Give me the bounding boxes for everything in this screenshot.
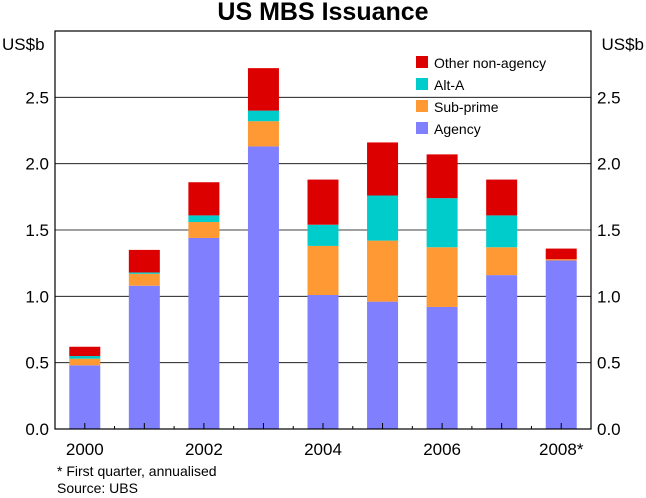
- legend-swatch-sub-prime: [416, 100, 428, 112]
- chart-title: US MBS Issuance: [217, 0, 428, 26]
- x-tick-label: 2008*: [539, 440, 584, 459]
- x-tick-label: 2002: [185, 440, 223, 459]
- bar-other-non-agency-2007: [486, 179, 518, 216]
- bar-alt-a-2007: [486, 215, 518, 248]
- bar-other-non-agency-2000: [69, 346, 101, 357]
- x-tick-label: 2004: [304, 440, 342, 459]
- y-axis-label-right: US$b: [601, 35, 644, 54]
- y-tick-label-left: 1.0: [25, 287, 49, 306]
- bar-sub-prime-2008: [545, 259, 577, 261]
- y-tick-label-right: 1.5: [597, 221, 621, 240]
- legend-label-sub-prime: Sub-prime: [434, 99, 499, 115]
- source-note: Source: UBS: [57, 480, 138, 496]
- legend-swatch-agency: [416, 122, 428, 134]
- bar-agency-2008: [545, 260, 577, 429]
- bar-sub-prime-2005: [367, 240, 399, 302]
- bar-agency-2005: [367, 301, 399, 429]
- bar-sub-prime-2004: [307, 245, 339, 296]
- y-tick-label-right: 1.0: [597, 287, 621, 306]
- bar-sub-prime-2002: [188, 222, 220, 238]
- footnote: * First quarter, annualised: [57, 463, 217, 479]
- y-tick-label-left: 1.5: [25, 221, 49, 240]
- y-tick-label-left: 2.0: [25, 155, 49, 174]
- y-tick-label-left: 0.0: [25, 420, 49, 439]
- y-axis-label-left: US$b: [2, 35, 45, 54]
- bar-sub-prime-2001: [128, 273, 160, 286]
- bar-agency-2000: [69, 365, 101, 429]
- bar-other-non-agency-2006: [426, 154, 458, 199]
- x-tick-label: 2000: [66, 440, 104, 459]
- y-tick-label-right: 2.0: [597, 155, 621, 174]
- bar-agency-2001: [128, 285, 160, 429]
- bar-alt-a-2005: [367, 195, 399, 241]
- bar-agency-2003: [247, 146, 279, 430]
- bar-alt-a-2000: [69, 356, 101, 359]
- y-tick-label-left: 2.5: [25, 88, 49, 107]
- legend-label-alt-a: Alt-A: [434, 77, 465, 93]
- bar-other-non-agency-2003: [247, 68, 279, 111]
- bar-other-non-agency-2002: [188, 182, 220, 216]
- x-tick-label: 2006: [423, 440, 461, 459]
- bar-other-non-agency-2005: [367, 142, 399, 196]
- legend-swatch-alt-a: [416, 78, 428, 90]
- bar-sub-prime-2006: [426, 247, 458, 307]
- legend-swatch-other-non-agency: [416, 56, 428, 68]
- bar-agency-2002: [188, 237, 220, 429]
- bar-alt-a-2006: [426, 198, 458, 248]
- bar-other-non-agency-2004: [307, 179, 339, 225]
- bar-sub-prime-2007: [486, 247, 518, 276]
- bar-agency-2004: [307, 295, 339, 429]
- bar-alt-a-2002: [188, 215, 220, 223]
- y-tick-label-right: 0.0: [597, 420, 621, 439]
- legend-label-agency: Agency: [434, 121, 481, 137]
- bar-sub-prime-2003: [247, 121, 279, 147]
- y-tick-label-left: 0.5: [25, 354, 49, 373]
- bar-other-non-agency-2008: [545, 248, 577, 260]
- y-tick-label-right: 2.5: [597, 88, 621, 107]
- bar-agency-2006: [426, 306, 458, 429]
- bar-alt-a-2004: [307, 224, 339, 246]
- y-tick-label-right: 0.5: [597, 354, 621, 373]
- legend-label-other-non-agency: Other non-agency: [434, 55, 546, 71]
- bar-sub-prime-2000: [69, 358, 101, 366]
- bar-alt-a-2003: [247, 110, 279, 122]
- bar-agency-2007: [486, 275, 518, 429]
- bar-alt-a-2001: [128, 272, 160, 274]
- chart-notes: * First quarter, annualised Source: UBS: [57, 463, 217, 497]
- bar-other-non-agency-2001: [128, 249, 160, 273]
